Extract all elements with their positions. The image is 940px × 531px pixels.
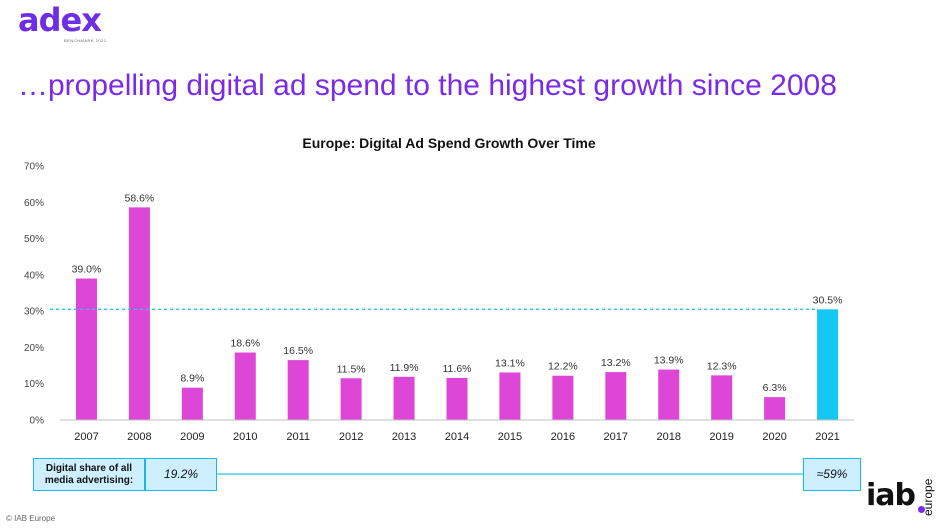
y-tick-label: 10%: [24, 379, 44, 390]
x-tick-label-2007: 2007: [74, 431, 98, 443]
adex-logo-text: adex: [18, 1, 102, 39]
x-tick-label-2019: 2019: [709, 431, 733, 443]
page-headline: …propelling digital ad spend to the high…: [18, 69, 837, 102]
y-axis: 0% 10% 20% 30% 40% 50% 60% 70%: [24, 162, 44, 427]
data-label-2011: 16.5%: [283, 345, 313, 357]
data-label-2016: 12.2%: [548, 361, 578, 373]
y-tick-label: 40%: [24, 270, 44, 281]
data-label-2017: 13.2%: [601, 357, 631, 369]
y-tick-label: 70%: [24, 162, 44, 173]
chart-title: Europe: Digital Ad Spend Growth Over Tim…: [302, 135, 595, 151]
x-tick-label-2008: 2008: [127, 431, 151, 443]
bar-2012: [340, 378, 362, 420]
x-tick-label-2018: 2018: [656, 431, 680, 443]
data-label-2014: 11.6%: [443, 363, 472, 375]
y-tick-label: 60%: [24, 198, 44, 209]
data-label-2008: 58.6%: [125, 192, 155, 204]
x-tick-label-2020: 2020: [762, 431, 786, 443]
bar-2011: [287, 360, 309, 420]
bar-2021: [817, 309, 839, 420]
bars-group: [75, 207, 839, 420]
iab-logo-region: europe: [921, 478, 935, 516]
iab-logo-dot: [918, 506, 925, 513]
x-tick-label-2012: 2012: [339, 431, 363, 443]
bar-2013: [393, 376, 415, 420]
bar-2015: [499, 372, 521, 420]
data-labels-group: 39.0% 58.6% 8.9% 18.6% 16.5% 11.5% 11.9% 11.6% 1…: [72, 192, 843, 394]
data-label-2021: 30.5%: [813, 294, 843, 306]
bar-2008: [128, 207, 150, 420]
y-tick-label: 50%: [24, 234, 44, 245]
iab-europe-logo: iab europe: [866, 474, 936, 524]
bar-2007: [75, 278, 97, 420]
bar-2009: [181, 387, 203, 420]
data-label-2007: 39.0%: [72, 263, 102, 275]
x-tick-label-2021: 2021: [815, 431, 839, 443]
x-axis: 2007 2008 2009 2010 2011 2012 2013 2014 2015 2016…: [60, 419, 854, 443]
data-label-2009: 8.9%: [180, 373, 204, 385]
data-label-2018: 13.9%: [654, 355, 684, 367]
y-tick-label: 0%: [30, 416, 45, 427]
bar-2016: [552, 375, 574, 420]
data-label-2013: 11.9%: [390, 362, 419, 374]
bar-2018: [658, 369, 680, 420]
data-label-2010: 18.6%: [230, 338, 260, 350]
bar-2019: [711, 375, 733, 420]
x-tick-label-2011: 2011: [286, 431, 310, 443]
x-tick-label-2015: 2015: [498, 431, 522, 443]
data-label-2019: 12.3%: [707, 360, 737, 372]
y-tick-label: 20%: [24, 343, 44, 354]
bar-2010: [234, 352, 256, 420]
adex-logo-subtitle: BENCHMARK 2021: [64, 38, 107, 43]
data-label-2012: 11.5%: [337, 363, 366, 375]
y-tick-label: 30%: [24, 307, 44, 318]
x-tick-label-2010: 2010: [233, 431, 257, 443]
x-tick-label-2009: 2009: [180, 431, 204, 443]
x-tick-label-2013: 2013: [392, 431, 416, 443]
copyright-text: © IAB Europe: [6, 514, 56, 523]
bar-2017: [605, 372, 627, 420]
digital-share-end-value: ≈59%: [803, 458, 861, 491]
adex-logo: adex BENCHMARK 2021: [18, 2, 128, 46]
digital-share-start-value: 19.2%: [145, 458, 217, 491]
data-label-2015: 13.1%: [495, 357, 525, 369]
data-label-2020: 6.3%: [763, 382, 787, 394]
digital-share-label: Digital share of all media advertising:: [33, 458, 145, 491]
bar-2014: [446, 377, 468, 420]
bar-2020: [764, 397, 786, 420]
x-tick-label-2016: 2016: [551, 431, 575, 443]
x-tick-label-2014: 2014: [445, 431, 469, 443]
iab-logo-text: iab: [866, 478, 916, 513]
x-tick-label-2017: 2017: [604, 431, 628, 443]
